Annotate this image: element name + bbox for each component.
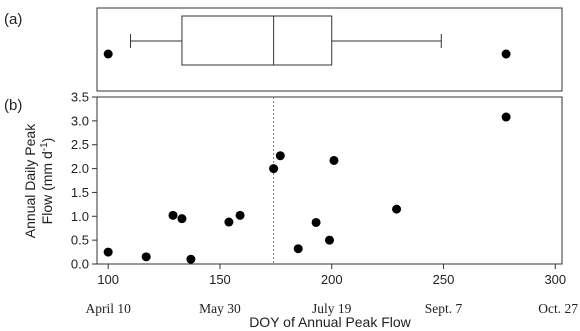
date-label-0: April 10 — [85, 301, 131, 316]
scatter-point-3 — [177, 214, 187, 224]
y-tick-label-0: 0.0 — [71, 257, 89, 272]
boxplot-outlier-1 — [501, 49, 511, 59]
boxplot-outlier-0 — [103, 49, 113, 59]
y-axis-title-line2: Flow (mm d-1) — [39, 138, 55, 225]
y-axis-title: Annual Daily Peak Flow (mm d-1) — [22, 123, 55, 238]
scatter-point-8 — [275, 151, 285, 161]
scatter-point-14 — [501, 112, 511, 122]
y-axis-ticks: 0.0 0.5 1.0 1.5 2.0 2.5 3.0 3.5 — [71, 90, 97, 272]
x-axis-title: DOY of Annual Peak Flow — [249, 314, 411, 330]
date-label-2: July 19 — [312, 301, 352, 316]
x-tick-label-3: 250 — [433, 272, 455, 287]
date-label-1: May 30 — [199, 301, 241, 316]
panel-b-frame — [96, 96, 563, 265]
scatter-point-6 — [235, 210, 245, 220]
scatter-point-13 — [392, 204, 402, 214]
y-tick-label-6: 3.0 — [71, 113, 89, 128]
panel-a-frame — [96, 7, 563, 92]
x-tick-label-2: 200 — [321, 272, 343, 287]
scatter-point-12 — [329, 155, 339, 165]
y-axis-title-line2-suffix: ) — [39, 138, 55, 143]
y-tick-label-4: 2.0 — [71, 161, 89, 176]
y-axis-title-line1: Annual Daily Peak — [22, 123, 38, 238]
scatter-point-11 — [325, 235, 334, 245]
scatter-point-7 — [269, 164, 279, 174]
date-label-3: Sept. 7 — [425, 301, 463, 316]
date-labels: April 10 May 30 July 19 Sept. 7 Oct. 27 — [85, 301, 578, 316]
scatter-point-10 — [311, 217, 321, 227]
y-tick-label-7: 3.5 — [71, 90, 89, 105]
y-axis-title-line2-prefix: Flow (mm d — [39, 151, 55, 224]
x-axis-ticks: 100 150 200 250 300 — [97, 264, 566, 287]
boxplot — [103, 15, 511, 66]
y-tick-label-2: 1.0 — [71, 209, 89, 224]
y-tick-label-5: 2.5 — [71, 137, 89, 152]
box-iqr — [181, 15, 333, 66]
y-tick-label-1: 0.5 — [71, 233, 89, 248]
scatter-point-4 — [186, 254, 196, 264]
panel-label-a: (a) — [4, 11, 22, 28]
scatter-point-9 — [293, 244, 303, 254]
y-axis-title-superscript: -1 — [39, 142, 50, 151]
scatter-point-1 — [141, 252, 151, 262]
y-tick-label-3: 1.5 — [71, 185, 89, 200]
x-tick-label-4: 300 — [544, 272, 566, 287]
scatter-points — [103, 112, 511, 264]
scatter-point-5 — [224, 217, 234, 227]
x-tick-label-1: 150 — [209, 272, 231, 287]
scatter-point-0 — [103, 247, 113, 257]
x-tick-label-0: 100 — [97, 272, 119, 287]
scatter-point-2 — [168, 210, 178, 220]
panel-label-b: (b) — [4, 97, 22, 114]
date-label-4: Oct. 27 — [538, 301, 578, 316]
